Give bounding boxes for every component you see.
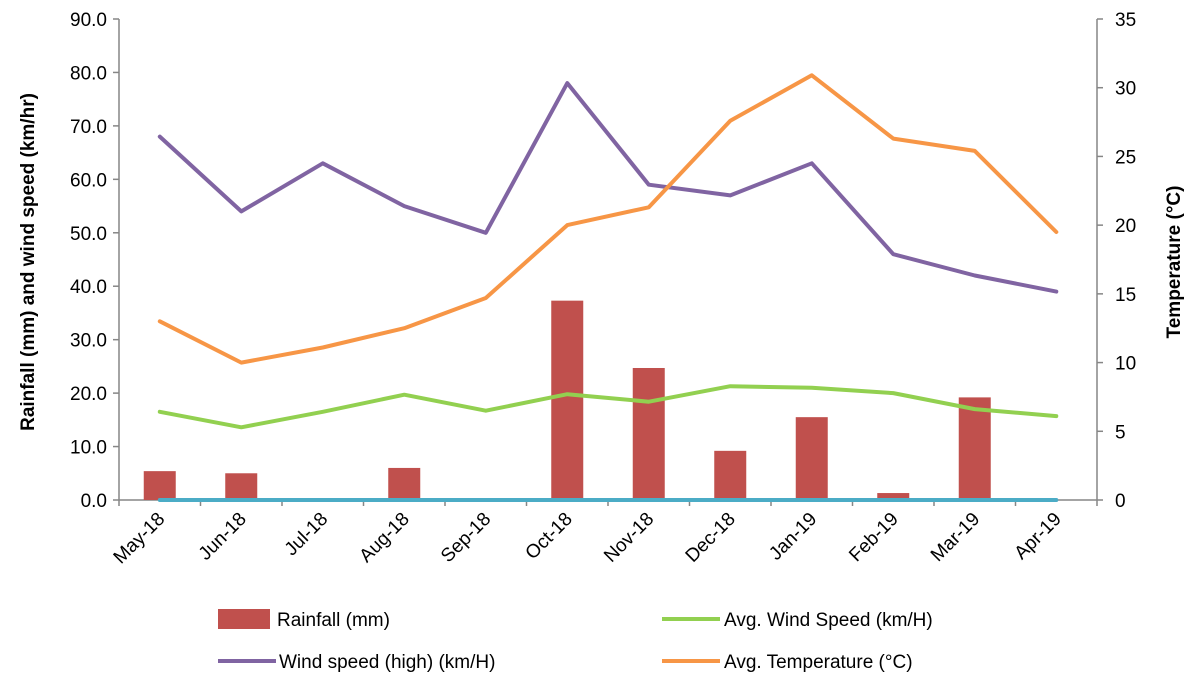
x-tick-label: Oct-18 — [522, 509, 577, 564]
rainfall-bar — [714, 450, 747, 500]
y-right-tick-label: 5 — [1115, 422, 1126, 443]
x-tick-label: Dec-18 — [682, 509, 740, 567]
rainfall-bar — [958, 397, 991, 500]
legend-swatch-bar — [218, 609, 270, 629]
y-right-tick-label: 15 — [1115, 285, 1136, 306]
avg-wind-speed-km-h-line — [157, 384, 1059, 430]
legend-label: Avg. Wind Speed (km/H) — [724, 610, 933, 631]
y-left-tick-label: 0.0 — [81, 491, 107, 512]
rainfall-bar — [795, 417, 828, 500]
rainfall-bar — [225, 473, 258, 500]
avg-temperature-c-line — [157, 73, 1059, 365]
y-left-tick-label: 60.0 — [70, 170, 107, 191]
x-tick-label: May-18 — [110, 509, 170, 569]
legend-label: Wind speed (high) (km/H) — [279, 652, 495, 673]
y-right-tick-label: 20 — [1115, 216, 1136, 237]
rainfall-bar — [632, 367, 665, 500]
x-tick-label: Mar-19 — [927, 509, 984, 566]
wind-speed-high-km-h-line — [157, 81, 1059, 294]
x-tick-label: Jan-19 — [765, 509, 821, 565]
y-left-tick-label: 10.0 — [70, 438, 107, 459]
rainfall-bar — [551, 300, 584, 500]
y-left-tick-label: 20.0 — [70, 384, 107, 405]
y-right-tick-label: 25 — [1115, 147, 1136, 168]
rainfall-bars — [143, 300, 991, 500]
y-right-tick-label: 35 — [1115, 10, 1136, 31]
y-right-tick-label: 10 — [1115, 354, 1136, 375]
rainfall-bar — [877, 493, 910, 500]
legend-label: Rainfall (mm) — [277, 610, 390, 631]
x-tick-label: Apr-19 — [1011, 509, 1066, 564]
legend-label: Avg. Temperature (°C) — [724, 652, 913, 673]
legend: Rainfall (mm) Avg. Wind Speed (km/H) Wind … — [218, 609, 933, 673]
y-right-axis-title: Temperature (°C) — [1164, 186, 1185, 339]
x-tick-label: Jun-18 — [195, 509, 251, 565]
y-left-axis-title: Rainfall (mm) and wind speed (km/hr) — [18, 93, 39, 431]
y-left-tick-label: 80.0 — [70, 63, 107, 84]
y-left-tick-label: 70.0 — [70, 117, 107, 138]
y-right-tick-label: 0 — [1115, 491, 1126, 512]
x-tick-label: Sep-18 — [437, 509, 495, 567]
series-lines — [157, 73, 1059, 502]
y-left-tick-label: 50.0 — [70, 224, 107, 245]
rainfall-bar — [388, 467, 421, 500]
x-tick-label: Jul-18 — [281, 509, 332, 560]
y-left-tick-label: 40.0 — [70, 277, 107, 298]
axes — [113, 18, 1103, 506]
y-left-tick-label: 30.0 — [70, 331, 107, 352]
y-left-tick-label: 90.0 — [70, 10, 107, 31]
x-tick-label: Feb-19 — [845, 509, 902, 566]
y-right-tick-label: 30 — [1115, 79, 1136, 100]
rainfall-bar — [143, 471, 176, 500]
x-tick-label: Nov-18 — [600, 509, 658, 567]
x-tick-label: Aug-18 — [356, 509, 414, 567]
